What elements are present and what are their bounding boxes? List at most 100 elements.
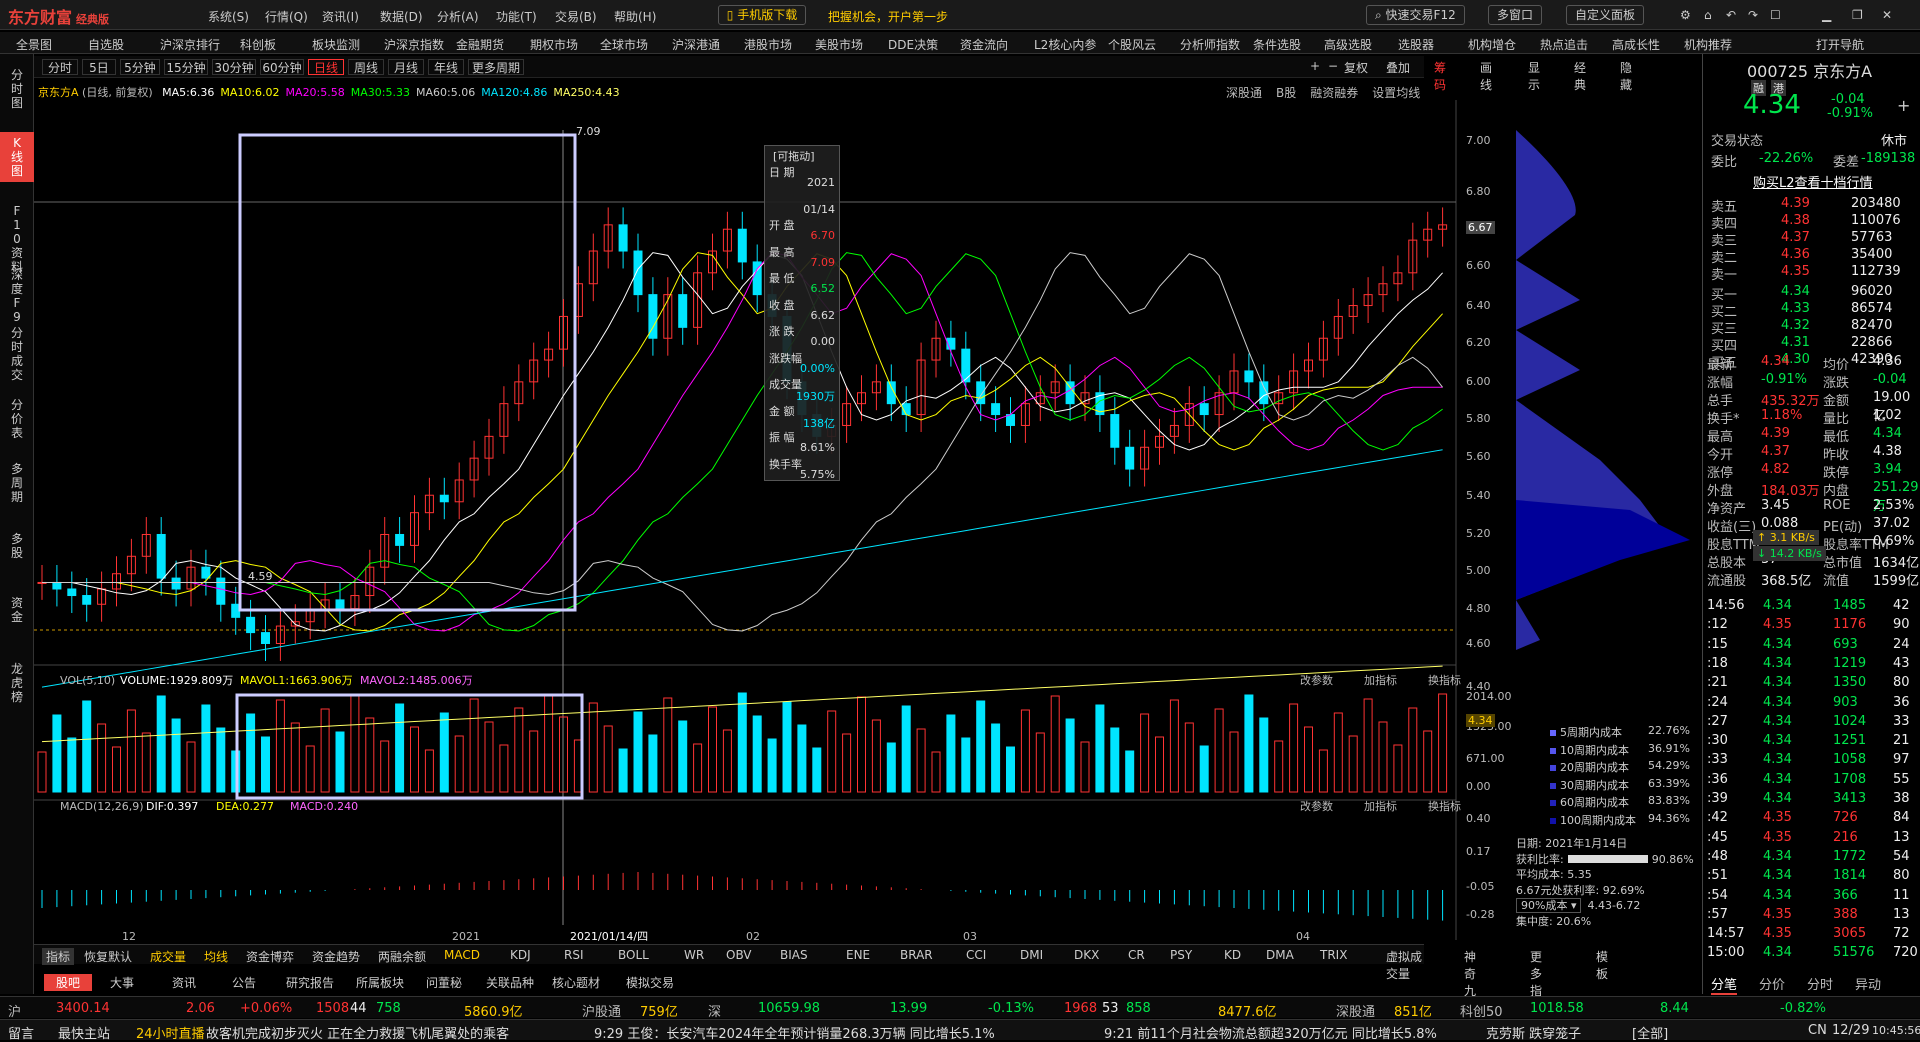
nav-item-15[interactable]: 个股风云 bbox=[1108, 38, 1157, 52]
indicator-tab-6[interactable]: 两融余额 bbox=[378, 950, 427, 964]
quote-tab-0[interactable]: 分笔 bbox=[1711, 974, 1738, 995]
period-7[interactable]: 周线 bbox=[348, 59, 384, 75]
custom-panel-button[interactable]: 自定义面板 bbox=[1566, 5, 1645, 25]
indicator-tab-11[interactable]: WR bbox=[684, 948, 705, 962]
indicator-tab-14[interactable]: ENE bbox=[846, 948, 871, 962]
nav-item-1[interactable]: 自选股 bbox=[88, 38, 125, 52]
left-tab-5[interactable]: 分价表 bbox=[10, 398, 23, 440]
minimize-icon[interactable]: ▁ bbox=[1822, 8, 1832, 22]
app-logo[interactable]: 东方财富 经典版 bbox=[8, 8, 110, 27]
nav-item-22[interactable]: 高成长性 bbox=[1612, 38, 1661, 52]
indicator-tab-22[interactable]: DMA bbox=[1266, 948, 1294, 962]
indicator-tab-7[interactable]: MACD bbox=[444, 948, 480, 962]
period-9[interactable]: 年线 bbox=[428, 59, 464, 75]
menu-system[interactable]: 系统(S) bbox=[208, 10, 249, 24]
chart-link-2[interactable]: 融资融券 bbox=[1310, 86, 1359, 100]
nav-item-4[interactable]: 板块监测 bbox=[312, 38, 361, 52]
add-watch-icon[interactable]: + bbox=[1897, 96, 1911, 115]
indicator-tab-24[interactable]: 虚拟成交量 bbox=[1386, 950, 1423, 981]
zoom-in-icon[interactable]: + bbox=[1310, 59, 1321, 73]
left-tab-0[interactable]: 分时图 bbox=[10, 68, 23, 110]
indicator-tab-16[interactable]: CCI bbox=[966, 948, 987, 962]
indicator-tab-1[interactable]: 恢复默认 bbox=[84, 950, 133, 964]
quote-tab-1[interactable]: 分价 bbox=[1759, 978, 1786, 993]
nav-item-2[interactable]: 沪深京排行 bbox=[160, 38, 221, 52]
period-2[interactable]: 5分钟 bbox=[120, 59, 160, 75]
nav-item-6[interactable]: 金融期货 bbox=[456, 38, 505, 52]
nav-item-3[interactable]: 科创板 bbox=[240, 38, 277, 52]
chart-link-3[interactable]: 设置均线 bbox=[1372, 86, 1421, 100]
indicator-tab-18[interactable]: DKX bbox=[1074, 948, 1100, 962]
indicator-tab-17[interactable]: DMI bbox=[1020, 948, 1044, 962]
nav-item-11[interactable]: 美股市场 bbox=[815, 38, 864, 52]
chart-link-1[interactable]: B股 bbox=[1276, 86, 1297, 100]
nav-item-14[interactable]: L2核心内参 bbox=[1034, 38, 1097, 52]
nav-item-21[interactable]: 热点追击 bbox=[1540, 38, 1589, 52]
back-icon[interactable]: ↶ bbox=[1726, 8, 1737, 22]
cost-range-select[interactable]: 90%成本 ▾ bbox=[1516, 898, 1582, 913]
nav-item-12[interactable]: DDE决策 bbox=[888, 38, 939, 52]
nav-item-23[interactable]: 机构推荐 bbox=[1684, 38, 1733, 52]
quote-tab-3[interactable]: 异动 bbox=[1855, 978, 1882, 993]
bottom-tab-1[interactable]: 大事 bbox=[110, 976, 135, 990]
period-10[interactable]: 更多周期 bbox=[468, 59, 524, 75]
indicator-tab-23[interactable]: TRIX bbox=[1320, 948, 1348, 962]
bottom-tab-3[interactable]: 公告 bbox=[232, 976, 257, 990]
news-live-label[interactable]: 24小时直播 bbox=[136, 1027, 205, 1042]
mobile-download-button[interactable]: ▯ 手机版下载 bbox=[718, 5, 806, 25]
promo-link[interactable]: 把握机会，开户第一步 bbox=[828, 10, 949, 24]
bottom-tab-8[interactable]: 核心题材 bbox=[552, 976, 601, 990]
news-item-3[interactable]: 克劳斯 跌穿笼子 bbox=[1486, 1027, 1582, 1042]
left-tab-7[interactable]: 多股 bbox=[10, 532, 23, 560]
multi-window-button[interactable]: 多窗口 bbox=[1488, 5, 1543, 25]
indicator-tab-4[interactable]: 资金博弈 bbox=[246, 950, 295, 964]
close-icon[interactable]: ✕ bbox=[1882, 8, 1893, 22]
period-4[interactable]: 30分钟 bbox=[212, 59, 256, 75]
nav-item-5[interactable]: 沪深京指数 bbox=[384, 38, 445, 52]
menu-help[interactable]: 帮助(H) bbox=[614, 10, 657, 24]
toolbar-0[interactable]: 复权 bbox=[1344, 61, 1369, 75]
indicator-tab-8[interactable]: KDJ bbox=[510, 948, 531, 962]
news-item-1[interactable]: 9:29 王俊：长安汽车2024年全年预计销量268.3万辆 同比增长5.1% bbox=[594, 1027, 995, 1042]
toolbar-2[interactable]: 筹码 bbox=[1434, 61, 1447, 92]
nav-item-19[interactable]: 选股器 bbox=[1398, 38, 1435, 52]
indicator-tab-13[interactable]: BIAS bbox=[780, 948, 808, 962]
candle-tooltip[interactable]: [可拖动] 日 期 2021 01/14 开 盘 6.70 最 高 7.09 最 低 6.52 收 … bbox=[764, 145, 840, 481]
bottom-tab-4[interactable]: 研究报告 bbox=[286, 976, 335, 990]
toolbar-3[interactable]: 画线 bbox=[1480, 61, 1493, 92]
indicator-tab-15[interactable]: BRAR bbox=[900, 948, 933, 962]
restore-icon[interactable]: ❐ bbox=[1852, 8, 1863, 22]
home-icon[interactable]: ⌂ bbox=[1704, 8, 1712, 22]
news-item-4[interactable]: [全部] bbox=[1632, 1027, 1669, 1042]
period-6[interactable]: 日线 bbox=[308, 59, 344, 75]
bottom-tab-0[interactable]: 股吧 bbox=[44, 974, 93, 991]
settings-icon[interactable]: ⚙ bbox=[1680, 8, 1691, 22]
menu-trade[interactable]: 交易(B) bbox=[555, 10, 597, 24]
news-item-0[interactable]: 故客机完成初步灭火 正在全力救援飞机尾翼处的乘客 bbox=[206, 1027, 510, 1042]
menu-analysis[interactable]: 分析(A) bbox=[437, 10, 479, 24]
forward-icon[interactable]: ↷ bbox=[1748, 8, 1759, 22]
left-tab-6[interactable]: 多周期 bbox=[10, 462, 23, 504]
nav-item-24[interactable]: 打开导航 bbox=[1816, 38, 1865, 52]
quick-trade-button[interactable]: ⌕ 快速交易F12 bbox=[1366, 5, 1465, 25]
menu-quote[interactable]: 行情(Q) bbox=[265, 10, 308, 24]
menu-function[interactable]: 功能(T) bbox=[496, 10, 537, 24]
period-1[interactable]: 5日 bbox=[82, 59, 116, 75]
indicator-tab-9[interactable]: RSI bbox=[564, 948, 584, 962]
nav-item-18[interactable]: 高级选股 bbox=[1324, 38, 1373, 52]
nav-item-0[interactable]: 全景图 bbox=[16, 38, 53, 52]
left-tab-9[interactable]: 龙虎榜 bbox=[10, 662, 23, 704]
indicator-tab-2[interactable]: 成交量 bbox=[150, 950, 187, 964]
indicator-tab-12[interactable]: OBV bbox=[726, 948, 752, 962]
indicator-tab-21[interactable]: KD bbox=[1224, 948, 1242, 962]
toolbar-1[interactable]: 叠加 bbox=[1386, 61, 1411, 75]
bottom-tab-6[interactable]: 问董秘 bbox=[426, 976, 463, 990]
bottom-tab-7[interactable]: 关联品种 bbox=[486, 976, 535, 990]
quote-tab-2[interactable]: 分时 bbox=[1807, 978, 1834, 993]
period-3[interactable]: 15分钟 bbox=[164, 59, 208, 75]
news-main-site[interactable]: 最快主站 bbox=[58, 1027, 111, 1042]
nav-item-16[interactable]: 分析师指数 bbox=[1180, 38, 1241, 52]
indicator-tab-19[interactable]: CR bbox=[1128, 948, 1145, 962]
